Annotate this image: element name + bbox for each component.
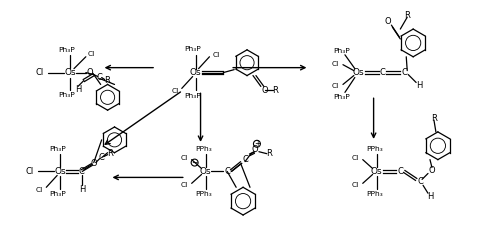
Text: Cl: Cl xyxy=(212,52,220,58)
Text: Cl: Cl xyxy=(332,61,339,67)
Text: R: R xyxy=(266,149,272,158)
Text: C: C xyxy=(417,177,423,186)
Text: H: H xyxy=(78,185,85,194)
Text: O: O xyxy=(384,17,391,26)
Text: Os: Os xyxy=(64,68,76,77)
Text: O: O xyxy=(86,68,93,77)
Text: Os: Os xyxy=(200,167,211,176)
Text: Ph₃P: Ph₃P xyxy=(184,93,201,99)
Text: PPh₃: PPh₃ xyxy=(366,191,383,197)
Text: PPh₃: PPh₃ xyxy=(195,191,212,197)
Text: Ph₃P: Ph₃P xyxy=(334,94,350,100)
Text: O: O xyxy=(90,159,97,168)
Text: Ph₃P: Ph₃P xyxy=(49,146,66,152)
Text: Cl: Cl xyxy=(332,84,339,89)
Text: +: + xyxy=(254,139,260,148)
Text: C: C xyxy=(380,68,386,77)
Text: Cl: Cl xyxy=(352,155,359,161)
Text: R: R xyxy=(431,114,437,122)
Text: O: O xyxy=(428,166,436,175)
Text: H: H xyxy=(427,192,433,201)
Text: Cl: Cl xyxy=(180,155,188,161)
Text: R: R xyxy=(404,11,410,20)
Text: R: R xyxy=(272,86,278,95)
Text: C: C xyxy=(242,155,248,164)
Text: H: H xyxy=(416,81,422,90)
Text: Ph₃P: Ph₃P xyxy=(49,191,66,197)
Text: Ph₃P: Ph₃P xyxy=(334,48,350,54)
Text: Os: Os xyxy=(54,167,66,176)
Text: Cl: Cl xyxy=(352,182,359,188)
Text: Os: Os xyxy=(371,167,382,176)
Text: O: O xyxy=(262,86,268,95)
Text: R: R xyxy=(104,76,110,85)
Text: Cl: Cl xyxy=(36,187,44,193)
Text: C: C xyxy=(98,153,104,162)
Text: PPh₃: PPh₃ xyxy=(366,146,383,152)
Text: Ph₃P: Ph₃P xyxy=(58,47,76,53)
Text: Cl: Cl xyxy=(35,68,43,77)
Text: C: C xyxy=(224,167,230,176)
Text: Ph₃P: Ph₃P xyxy=(58,92,76,98)
Text: Cl: Cl xyxy=(172,88,179,94)
Text: Cl: Cl xyxy=(25,167,34,176)
Text: Cl: Cl xyxy=(180,182,188,188)
Text: PPh₃: PPh₃ xyxy=(195,146,212,152)
Text: Cl: Cl xyxy=(88,51,95,57)
Text: O: O xyxy=(252,145,258,154)
Text: Os: Os xyxy=(190,68,202,77)
Text: C: C xyxy=(402,68,407,77)
Text: −: − xyxy=(192,158,198,167)
Text: H: H xyxy=(74,85,81,94)
Text: Ph₃P: Ph₃P xyxy=(184,46,201,52)
Text: Os: Os xyxy=(353,68,364,77)
Text: C: C xyxy=(398,167,403,176)
Text: R: R xyxy=(106,149,112,158)
Text: C: C xyxy=(97,73,102,82)
Text: C: C xyxy=(79,167,85,176)
